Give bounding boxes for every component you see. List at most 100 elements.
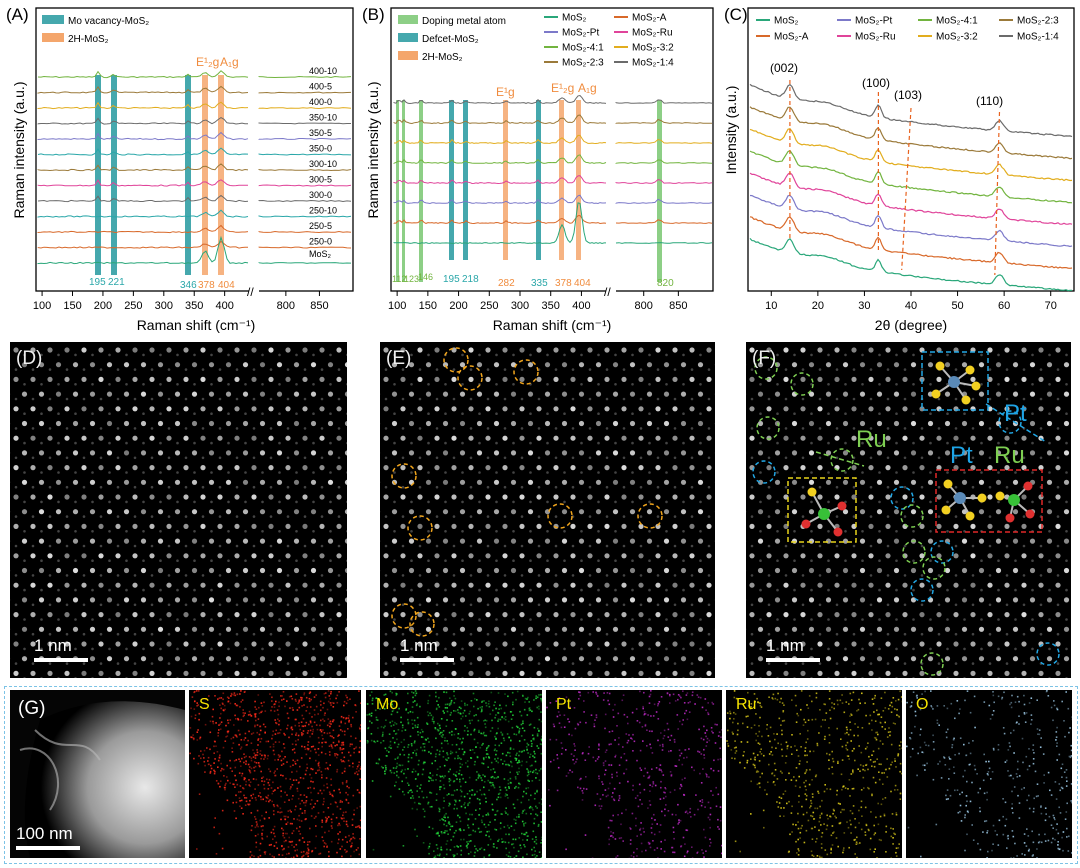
atom-minor [648,412,651,415]
atom-minor [1065,647,1068,651]
atom-minor [546,412,549,415]
atom [200,494,206,500]
atom [115,582,121,588]
raman-chart-a: (A) // Mo vacancy-MoS₂ 2H-MoS₂ E¹₂g A₁g … [6,5,354,333]
eds-pixel [453,832,456,834]
atom-minor [861,677,864,678]
model-atom [995,491,1005,501]
eds-pixel [271,696,273,699]
atom-minor [125,353,128,357]
atom [217,435,223,441]
atom [970,582,976,588]
atom-minor [312,383,315,386]
atom-minor [954,662,958,665]
atom [217,641,223,647]
atom-minor [218,574,222,577]
atom [800,406,806,412]
atom [1055,406,1061,412]
atom [859,362,866,368]
atom [1055,612,1061,618]
atom [961,420,968,427]
atom [578,656,585,662]
atom-minor [142,353,145,357]
eds-pixel [274,759,276,761]
eds-pixel [282,758,285,760]
eds-pixel [459,762,461,765]
atom-minor [512,677,515,678]
eds-pixel [416,790,418,792]
eds-pixel [228,697,230,699]
atom [510,509,517,515]
atom [191,479,198,485]
eds-pixel [248,769,250,771]
atom-minor [784,632,788,636]
eds-pixel [475,779,478,781]
eds-pixel [291,840,294,843]
atom-minor [23,441,26,445]
eds-pixel [260,770,262,773]
eds-pixel [540,752,542,755]
atom [459,450,466,456]
atom-minor [444,412,447,415]
eds-pixel [258,849,261,851]
atom-minor [597,383,600,386]
atom [910,362,917,368]
atom-minor [444,500,447,504]
raman-series-b [615,99,713,104]
tick-label-282: 282 [498,278,515,289]
eds-pixel [280,695,282,697]
atom [927,450,934,456]
atom [408,450,415,456]
atom [553,612,559,618]
atom [927,420,934,427]
atom-minor [74,618,77,621]
eds-pixel [300,820,303,822]
atom-minor [99,485,103,489]
atom-minor [486,632,490,636]
atom-minor [444,383,447,386]
atom-minor [673,603,677,607]
atom [919,553,925,559]
atom [876,479,883,485]
atom-minor [597,647,600,651]
eds-pixel [375,719,378,721]
eds-pixel [217,783,220,785]
eds-pixel [359,778,361,780]
x-tick-c: 50 [951,300,963,312]
eds-pixel [235,735,238,737]
atom [859,656,866,662]
atom [987,641,993,647]
atom [689,465,695,471]
atom-minor [861,353,864,357]
eds-pixel [523,833,525,836]
x-tick-a: 800 [277,300,295,312]
atom-minor [495,441,498,445]
atom-minor [869,485,873,489]
atom-minor [401,544,405,548]
atom-minor [478,500,481,504]
eds-pixel [428,694,431,697]
atom-minor [682,647,685,651]
atom [706,523,712,529]
eds-pixel [350,735,352,738]
atom [561,509,568,515]
atom-minor [478,559,481,562]
atom-minor [886,485,890,489]
eds-pixel [485,756,487,759]
tick-label-112: 112 [392,274,406,284]
atom [344,479,347,485]
atom-minor [14,574,18,577]
atom [1004,553,1010,559]
eds-pixel [347,793,349,796]
eds-pixel [390,725,393,727]
eds-pixel [488,756,490,758]
eds-pixel [332,795,334,798]
atom [885,553,891,559]
eds-pixel [473,729,475,732]
atom [774,567,781,574]
pointer-line [815,451,865,467]
atom [527,538,534,544]
atom [970,376,976,382]
eds-pixel [480,793,483,796]
eds-pixel [326,767,329,769]
